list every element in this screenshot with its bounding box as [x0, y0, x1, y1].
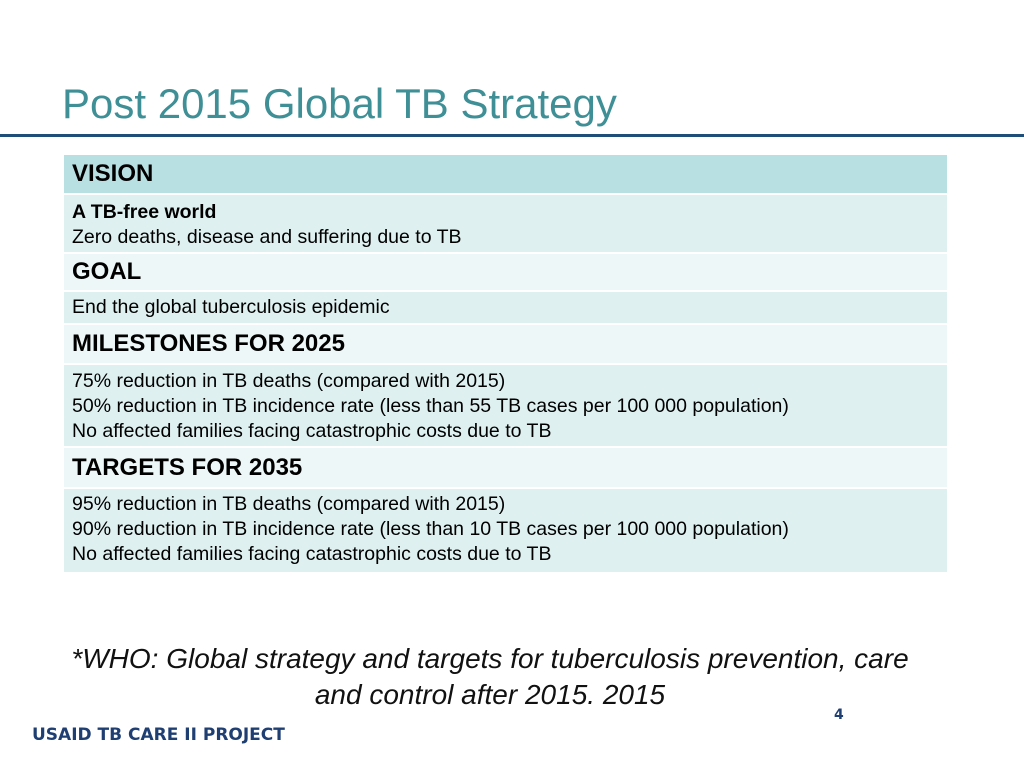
vision-body-row: A TB-free world Zero deaths, disease and… — [64, 195, 947, 254]
vision-heading-row: VISION — [64, 155, 947, 195]
targets-heading-row: TARGETS FOR 2035 — [64, 448, 947, 489]
citation-line-1: *WHO: Global strategy and targets for tu… — [71, 643, 909, 674]
milestones-heading-row: MILESTONES FOR 2025 — [64, 325, 947, 365]
vision-line-2: Zero deaths, disease and suffering due t… — [72, 226, 462, 248]
vision-heading: VISION — [72, 160, 154, 187]
targets-heading: TARGETS FOR 2035 — [72, 453, 303, 481]
milestones-heading: MILESTONES FOR 2025 — [72, 330, 345, 357]
milestones-body-row: 75% reduction in TB deaths (compared wit… — [64, 365, 947, 448]
strategy-table: VISION A TB-free world Zero deaths, dise… — [64, 155, 947, 572]
targets-body-row: 95% reduction in TB deaths (compared wit… — [64, 489, 947, 572]
goal-heading: GOAL — [72, 258, 142, 285]
targets-line-2: 90% reduction in TB incidence rate (less… — [72, 518, 789, 540]
milestones-line-2: 50% reduction in TB incidence rate (less… — [72, 395, 789, 417]
milestones-line-3: No affected families facing catastrophic… — [72, 420, 552, 442]
targets-line-1: 95% reduction in TB deaths (compared wit… — [72, 493, 506, 515]
goal-line-1: End the global tuberculosis epidemic — [72, 296, 390, 318]
citation-line-2: and control after 2015. 2015 — [314, 679, 666, 710]
goal-body-row: End the global tuberculosis epidemic — [64, 292, 947, 325]
milestones-line-1: 75% reduction in TB deaths (compared wit… — [72, 370, 506, 392]
goal-heading-row: GOAL — [64, 254, 947, 292]
slide-title: Post 2015 Global TB Strategy — [62, 80, 617, 127]
title-divider — [0, 134, 1024, 137]
citation: *WHO: Global strategy and targets for tu… — [0, 641, 980, 713]
page-number: 4 — [834, 707, 844, 723]
vision-line-1: A TB-free world — [72, 201, 217, 223]
targets-line-3: No affected families facing catastrophic… — [72, 543, 552, 565]
footer-project-name: USAID TB CARE II PROJECT — [32, 725, 285, 745]
